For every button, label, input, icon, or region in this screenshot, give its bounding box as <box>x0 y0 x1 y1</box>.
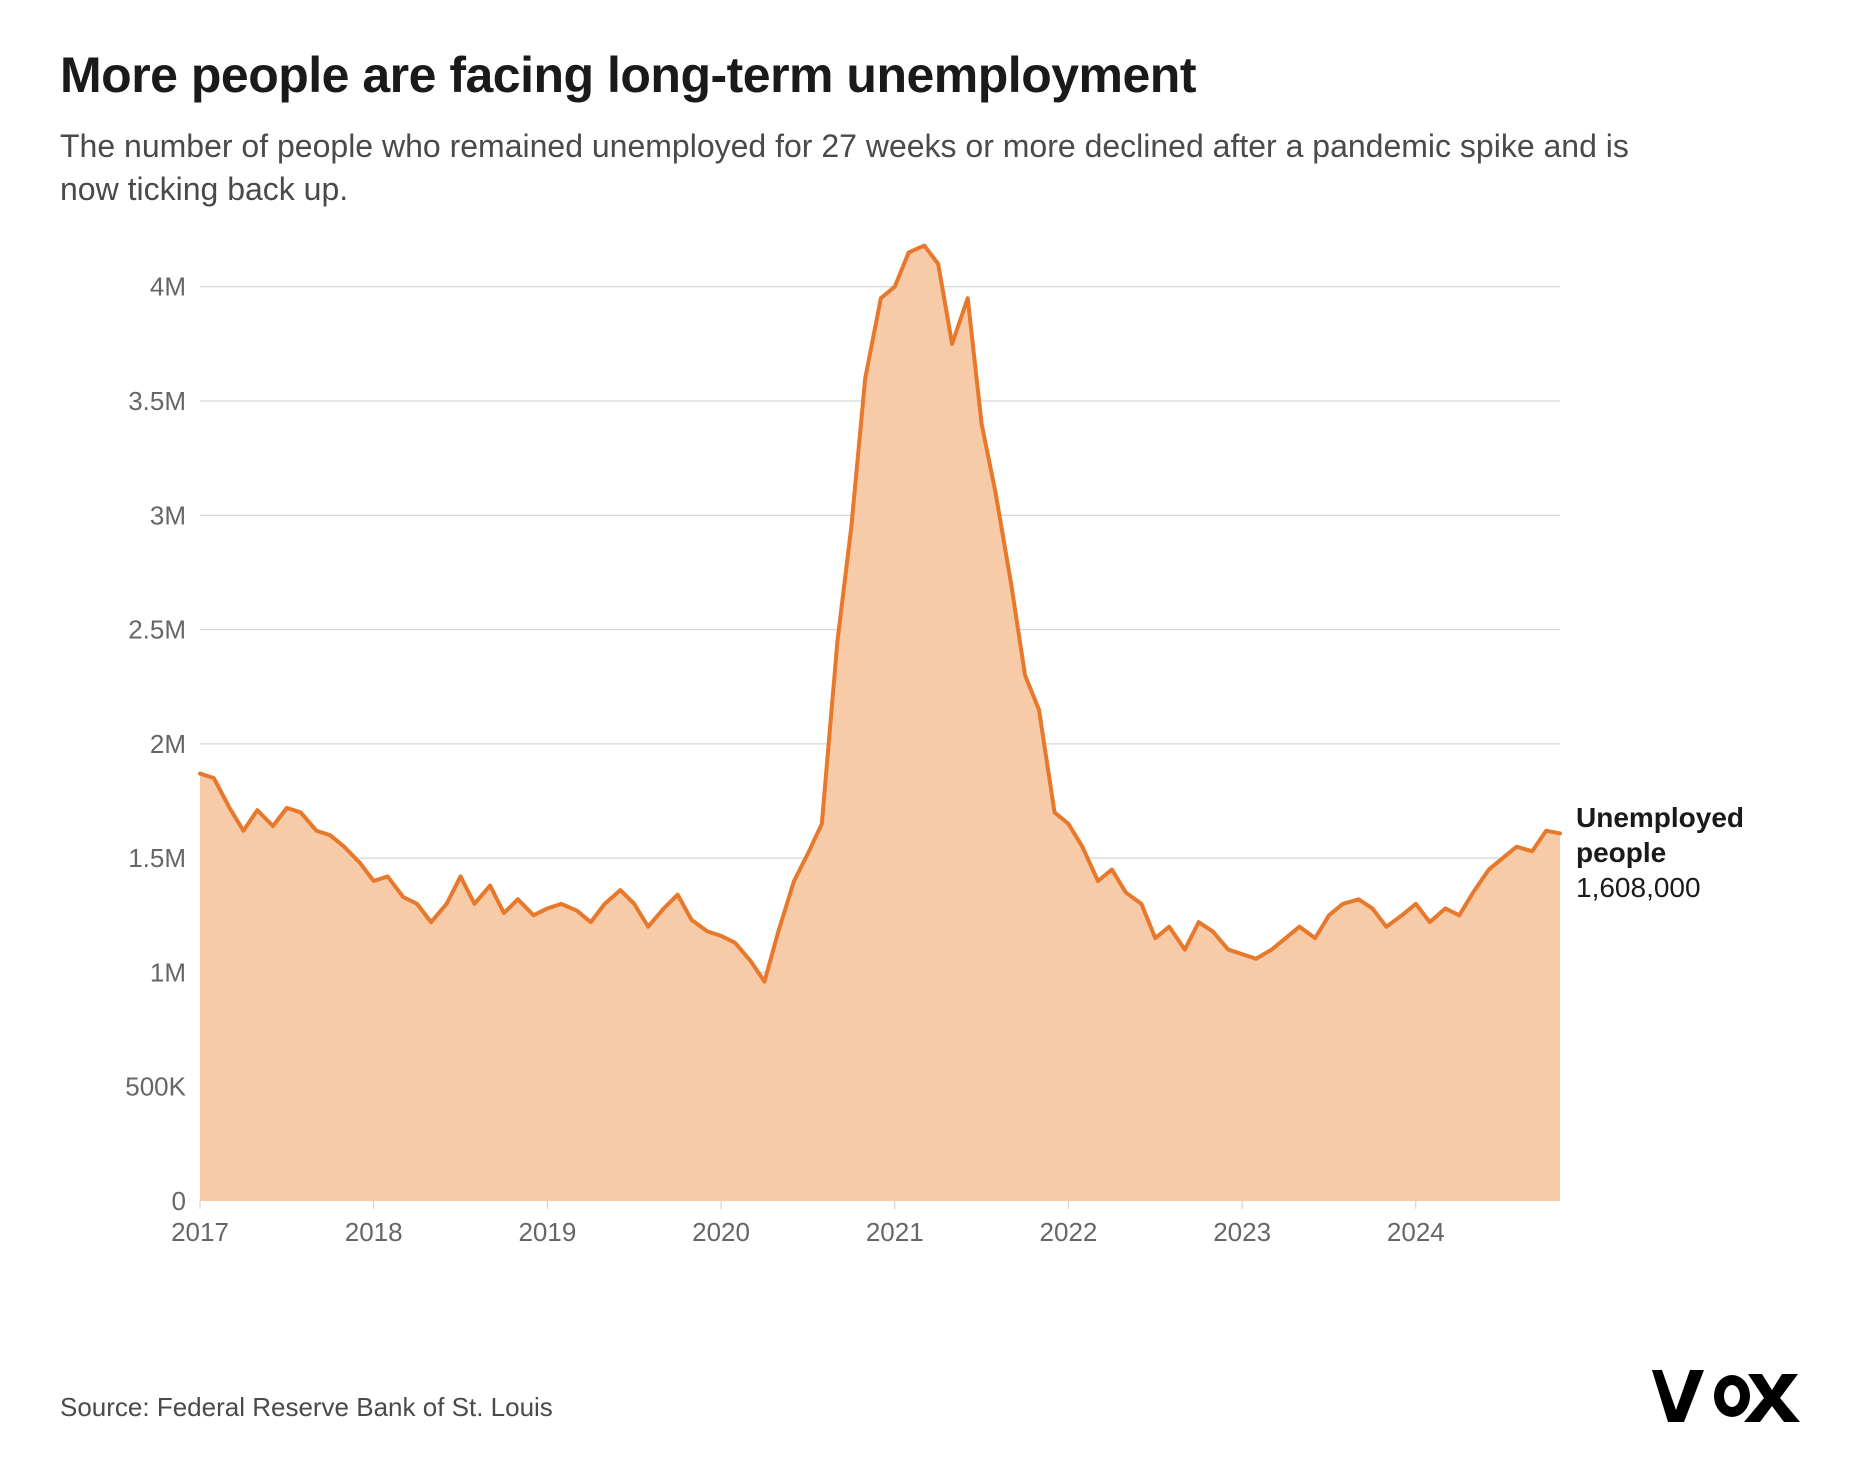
svg-text:3M: 3M <box>150 501 186 531</box>
annotation-label-2: people <box>1576 835 1744 870</box>
end-value-annotation: Unemployed people 1,608,000 <box>1576 800 1744 905</box>
svg-text:2019: 2019 <box>518 1217 576 1247</box>
area-chart-svg: 0 500K 1M 1.5M 2M 2.5M 3M 3.5M 4M 2017 2018 2019 202… <box>60 241 1860 1271</box>
svg-text:0: 0 <box>172 1186 186 1216</box>
annotation-value: 1,608,000 <box>1576 870 1744 905</box>
svg-text:2017: 2017 <box>171 1217 229 1247</box>
chart-subtitle: The number of people who remained unempl… <box>60 125 1660 211</box>
svg-text:4M: 4M <box>150 272 186 302</box>
svg-text:1M: 1M <box>150 958 186 988</box>
chart-plot-area: 0 500K 1M 1.5M 2M 2.5M 3M 3.5M 4M 2017 2018 2019 202… <box>60 241 1860 1271</box>
svg-text:2024: 2024 <box>1387 1217 1445 1247</box>
chart-title: More people are facing long-term unemplo… <box>60 48 1800 103</box>
svg-text:2.5M: 2.5M <box>128 615 186 645</box>
annotation-label: Unemployed <box>1576 800 1744 835</box>
svg-text:2018: 2018 <box>345 1217 403 1247</box>
vox-logo <box>1650 1362 1800 1437</box>
svg-text:2023: 2023 <box>1213 1217 1271 1247</box>
svg-text:2020: 2020 <box>692 1217 750 1247</box>
svg-text:500K: 500K <box>125 1072 186 1102</box>
svg-text:2M: 2M <box>150 729 186 759</box>
svg-text:1.5M: 1.5M <box>128 844 186 874</box>
svg-text:2022: 2022 <box>1040 1217 1098 1247</box>
svg-text:3.5M: 3.5M <box>128 386 186 416</box>
svg-text:2021: 2021 <box>866 1217 924 1247</box>
chart-container: More people are facing long-term unemplo… <box>0 0 1860 1467</box>
source-caption: Source: Federal Reserve Bank of St. Loui… <box>60 1392 553 1423</box>
